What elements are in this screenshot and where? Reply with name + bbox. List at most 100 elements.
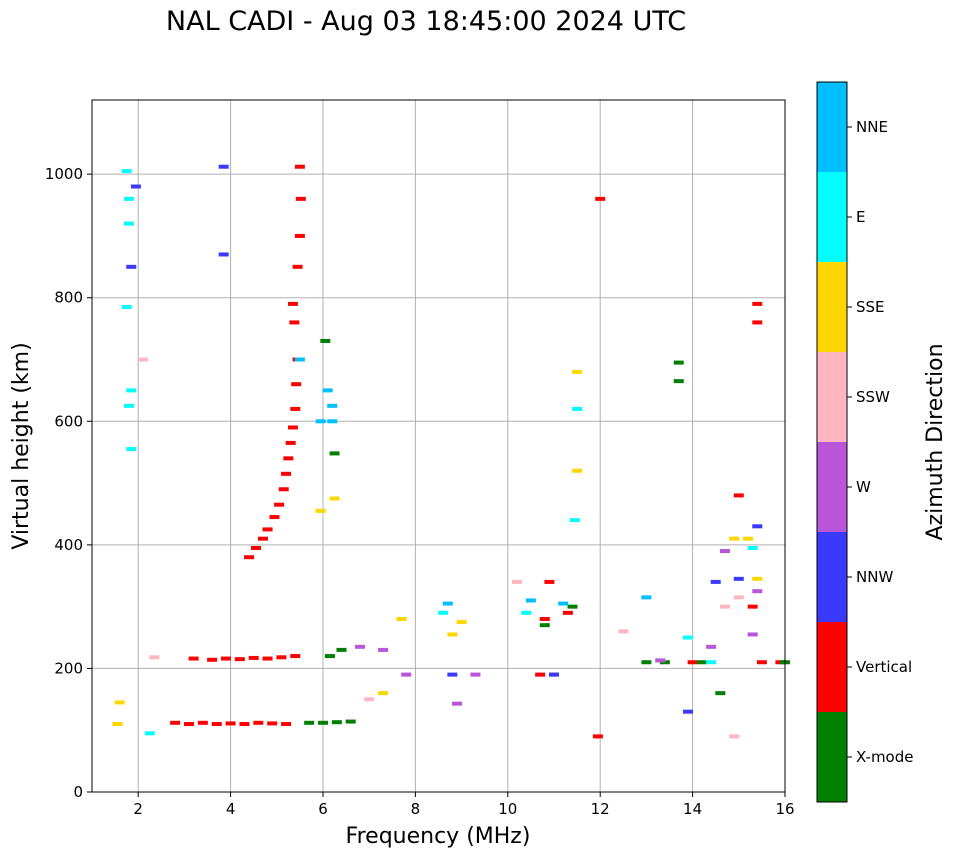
data-point bbox=[197, 720, 208, 725]
y-tick-label: 800 bbox=[54, 289, 83, 307]
data-point bbox=[682, 635, 693, 640]
data-point bbox=[549, 672, 559, 677]
colorbar-segment bbox=[817, 82, 847, 172]
data-point bbox=[276, 655, 287, 660]
data-point bbox=[682, 709, 693, 714]
data-point bbox=[218, 164, 229, 169]
colorbar: X-mode Vertical NNW W SSW SSE E NNE bbox=[816, 81, 913, 803]
plot-frame bbox=[91, 99, 786, 793]
x-tick-label: 16 bbox=[775, 800, 794, 818]
data-point bbox=[752, 576, 763, 581]
data-point bbox=[315, 419, 326, 424]
data-point bbox=[327, 403, 338, 408]
data-point bbox=[281, 722, 292, 727]
data-point bbox=[354, 644, 365, 649]
data-point bbox=[438, 610, 449, 615]
data-point bbox=[207, 657, 218, 662]
data-point bbox=[572, 406, 583, 411]
data-point bbox=[544, 579, 555, 584]
data-point bbox=[269, 515, 280, 520]
data-point bbox=[278, 487, 289, 492]
data-point bbox=[592, 734, 603, 739]
data-point bbox=[123, 221, 134, 226]
data-point bbox=[710, 579, 721, 584]
data-point bbox=[287, 425, 298, 430]
data-point bbox=[244, 555, 255, 560]
data-point bbox=[149, 655, 160, 660]
grid-layer bbox=[92, 100, 786, 793]
series-nne bbox=[294, 357, 652, 606]
x-tick-label: 4 bbox=[226, 800, 236, 818]
data-point bbox=[673, 379, 684, 384]
data-point bbox=[320, 338, 331, 343]
data-point bbox=[378, 647, 389, 652]
data-point bbox=[329, 451, 340, 456]
data-point bbox=[525, 598, 536, 603]
colorbar-segment bbox=[817, 262, 847, 352]
colorbar-label: Azimuth Direction bbox=[923, 343, 948, 540]
data-point bbox=[184, 722, 195, 727]
colorbar-tick-label: Vertical bbox=[856, 658, 912, 676]
x-tick-label: 6 bbox=[318, 800, 328, 818]
data-point bbox=[126, 388, 137, 393]
data-point bbox=[567, 604, 578, 609]
data-point bbox=[539, 617, 550, 621]
data-point bbox=[451, 701, 462, 706]
x-tick-label: 10 bbox=[498, 800, 517, 818]
data-point bbox=[673, 360, 684, 365]
data-point bbox=[253, 720, 264, 725]
data-point bbox=[715, 691, 726, 696]
data-point bbox=[126, 264, 137, 269]
data-point bbox=[655, 658, 666, 663]
y-tick-label: 600 bbox=[54, 412, 83, 430]
data-point bbox=[327, 419, 338, 424]
x-tick-label: 8 bbox=[411, 800, 421, 818]
data-point bbox=[456, 620, 467, 625]
data-point bbox=[752, 524, 763, 529]
data-point bbox=[188, 656, 199, 661]
data-point bbox=[290, 406, 301, 411]
data-point bbox=[123, 196, 134, 201]
colorbar-tick-label: W bbox=[856, 478, 871, 496]
data-point bbox=[733, 595, 744, 600]
data-point bbox=[687, 660, 698, 665]
data-point bbox=[562, 610, 573, 615]
x-tick-label: 2 bbox=[133, 800, 143, 818]
data-point bbox=[290, 654, 301, 659]
data-point bbox=[322, 388, 333, 393]
data-point bbox=[304, 720, 315, 725]
data-point bbox=[121, 169, 132, 174]
series-sse bbox=[112, 369, 763, 727]
data-point bbox=[267, 721, 278, 726]
data-point bbox=[572, 468, 583, 473]
data-point bbox=[262, 656, 273, 661]
data-point bbox=[569, 518, 580, 523]
colorbar-tick-label: SSW bbox=[856, 388, 890, 406]
data-point bbox=[747, 604, 758, 609]
data-point bbox=[345, 719, 356, 724]
data-point bbox=[447, 672, 458, 677]
colorbar-segment bbox=[817, 172, 847, 262]
series-nnw bbox=[126, 164, 763, 714]
data-point bbox=[641, 595, 652, 600]
data-point bbox=[756, 660, 767, 665]
chart-title: NAL CADI - Aug 03 18:45:00 2024 UTC bbox=[165, 6, 687, 37]
data-point bbox=[220, 656, 231, 661]
data-point bbox=[218, 252, 229, 257]
data-point bbox=[447, 632, 458, 637]
data-points-layer bbox=[112, 164, 790, 739]
y-tick-label: 400 bbox=[54, 536, 83, 554]
colorbar-segment bbox=[817, 352, 847, 442]
colorbar-tick-label: NNW bbox=[856, 568, 893, 586]
colorbar-tick-label: E bbox=[856, 208, 865, 226]
data-point bbox=[318, 720, 328, 725]
data-point bbox=[401, 672, 412, 677]
data-point bbox=[512, 579, 523, 584]
data-point bbox=[295, 196, 306, 201]
data-point bbox=[239, 722, 250, 727]
data-point bbox=[292, 264, 303, 269]
colorbar-segment bbox=[817, 442, 847, 532]
data-point bbox=[121, 304, 132, 309]
data-point bbox=[123, 403, 134, 408]
data-point bbox=[572, 369, 583, 374]
